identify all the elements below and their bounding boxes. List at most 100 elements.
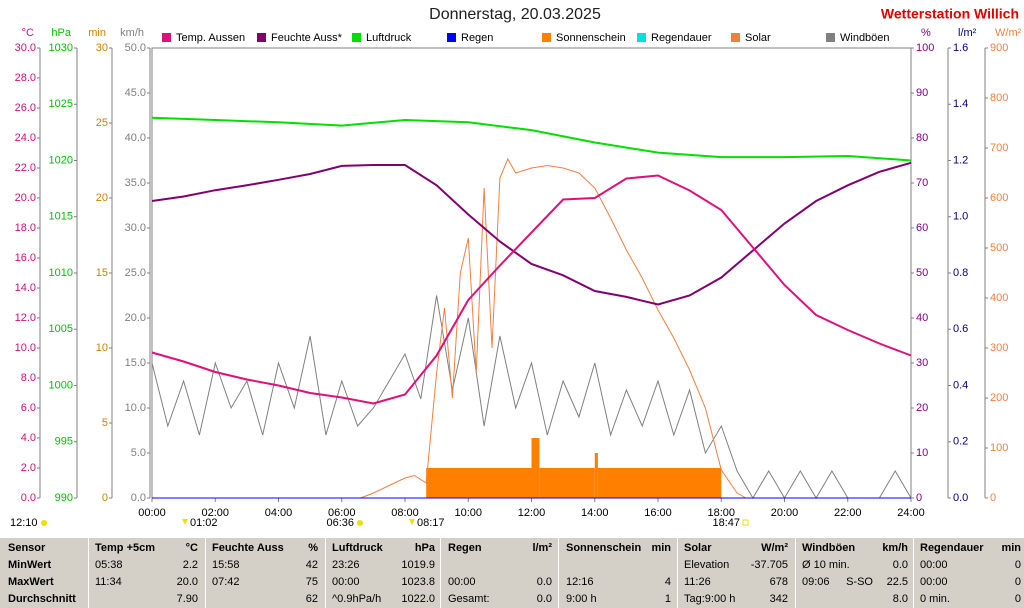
cell-value: 62 xyxy=(305,593,318,605)
cell-value: 0.0 xyxy=(536,576,552,588)
header-unit: % xyxy=(308,542,318,554)
y-tick-label: 1015 xyxy=(49,211,73,223)
cell-text: 0 min. xyxy=(920,593,950,605)
sunshine-bar xyxy=(597,468,722,498)
y-tick-label: 100 xyxy=(916,42,934,54)
cell-text: 11:26 xyxy=(684,576,711,588)
x-tick-label: 24:00 xyxy=(897,507,925,519)
y-tick-label: 30 xyxy=(96,42,108,54)
column-separator xyxy=(677,538,678,608)
chart: Donnerstag, 20.03.2025 Wetterstation Wil… xyxy=(10,6,1022,529)
y-tick-label: 15 xyxy=(96,267,108,279)
chart-title: Donnerstag, 20.03.2025 xyxy=(429,6,601,23)
x-tick-label: 02:00 xyxy=(201,507,229,519)
header-unit: °C xyxy=(185,542,198,554)
y-tick-label: 1000 xyxy=(49,379,73,391)
y-tick-label: 70 xyxy=(916,177,928,189)
y-tick-label: 600 xyxy=(990,192,1008,204)
y-tick-label: 10 xyxy=(96,342,108,354)
y-tick-label: 16.0 xyxy=(15,252,36,264)
cell-value: 4 xyxy=(664,576,671,588)
station-name: Wetterstation Willich xyxy=(881,6,1019,22)
axis-unit: km/h xyxy=(120,27,144,39)
header-label: Regen xyxy=(448,542,482,554)
x-tick-label: 12:00 xyxy=(518,507,546,519)
y-tick-label: 30.0 xyxy=(125,222,146,234)
cell-text: 09:06 xyxy=(802,576,830,588)
plot-frame xyxy=(151,47,912,499)
cell-value: 0.0 xyxy=(536,593,552,605)
y-tick-label: 0 xyxy=(990,492,996,504)
y-tick-label: 12.0 xyxy=(15,312,36,324)
cell-text: 00:00 xyxy=(448,576,476,588)
cell-value: 7.90 xyxy=(176,593,198,605)
legend-swatch xyxy=(637,33,646,42)
header-unit: min xyxy=(1001,542,1021,554)
legend-swatch xyxy=(257,33,266,42)
x-tick-label: 16:00 xyxy=(644,507,672,519)
y-tick-label: 1010 xyxy=(49,267,73,279)
y-tick-label: 20.0 xyxy=(125,312,146,324)
cell-value: 0 xyxy=(1014,593,1021,605)
y-tick-label: 60 xyxy=(916,222,928,234)
column-separator xyxy=(88,538,89,608)
axis-unit: °C xyxy=(22,27,34,39)
cell-text: 07:42 xyxy=(212,576,240,588)
column-separator xyxy=(205,538,206,608)
cell-text: Gesamt: xyxy=(448,593,490,605)
legend-label: Windböen xyxy=(840,32,890,44)
cell-value: 1022.0 xyxy=(401,593,435,605)
cell-text: Elevation xyxy=(684,559,730,571)
x-tick-label: 06:00 xyxy=(328,507,356,519)
cell-text: 23:26 xyxy=(332,559,360,571)
y-tick-label: 1025 xyxy=(49,98,73,110)
row-label: MaxWert xyxy=(8,576,54,588)
y-tick-label: 0.0 xyxy=(131,492,146,504)
header-label: Sensor xyxy=(8,542,46,554)
y-tick-label: 14.0 xyxy=(15,282,36,294)
cell-value: 42 xyxy=(305,559,318,571)
y-tick-label: 50.0 xyxy=(125,42,146,54)
cell-value: -37.705 xyxy=(750,559,788,571)
y-tick-label: 20 xyxy=(96,192,108,204)
column-separator xyxy=(913,538,914,608)
y-tick-label: 10 xyxy=(916,447,928,459)
series-line xyxy=(151,174,912,405)
y-tick-label: 0.4 xyxy=(953,379,968,391)
x-tick-label: 00:00 xyxy=(138,507,166,519)
axis-unit: % xyxy=(921,27,931,39)
cell-value: 678 xyxy=(769,576,788,588)
y-tick-label: 22.0 xyxy=(15,162,36,174)
legend-swatch xyxy=(447,33,456,42)
y-tick-label: 80 xyxy=(916,132,928,144)
legend-swatch xyxy=(162,33,171,42)
legend-swatch xyxy=(352,33,361,42)
astro-marker: 18:47 xyxy=(712,517,740,529)
marker-icon xyxy=(357,520,363,526)
legend-swatch xyxy=(731,33,740,42)
legend-label: Regen xyxy=(461,32,493,44)
header-label: Windböen xyxy=(802,542,856,554)
y-tick-label: 1.2 xyxy=(953,154,968,166)
y-tick-label: 35.0 xyxy=(125,177,146,189)
y-tick-label: 300 xyxy=(990,342,1008,354)
y-tick-label: 5.0 xyxy=(131,447,146,459)
x-tick-label: 08:00 xyxy=(391,507,419,519)
y-tick-label: 200 xyxy=(990,392,1008,404)
y-tick-label: 800 xyxy=(990,92,1008,104)
header-unit: hPa xyxy=(414,542,435,554)
y-tick-label: 15.0 xyxy=(125,357,146,369)
header-label: Solar xyxy=(684,542,712,554)
legend-label: Feuchte Auss* xyxy=(271,32,343,44)
cell-value: 0 xyxy=(1014,576,1021,588)
x-tick-label: 20:00 xyxy=(771,507,799,519)
cell-text: Ø 10 min. xyxy=(802,559,850,571)
y-tick-label: 700 xyxy=(990,142,1008,154)
astro-marker: 01:02 xyxy=(190,517,218,529)
cell-value: 8.0 xyxy=(892,593,908,605)
series-line xyxy=(151,116,912,162)
cell-text: S-SO xyxy=(846,576,873,588)
y-tick-label: 45.0 xyxy=(125,87,146,99)
y-tick-label: 10.0 xyxy=(125,402,146,414)
header-label: Regendauer xyxy=(920,542,984,554)
